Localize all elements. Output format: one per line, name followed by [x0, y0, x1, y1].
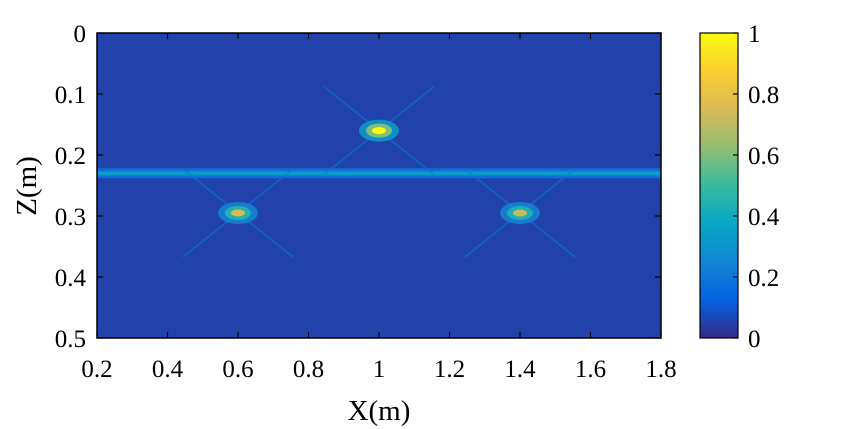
hotspot: [323, 85, 435, 176]
colorbar-gradient: [700, 33, 738, 338]
horizontal-band-core: [97, 171, 661, 176]
x-tick-label: 1: [373, 356, 386, 383]
x-tick-label: 1.6: [575, 356, 606, 383]
colorbar-frame: [699, 32, 739, 339]
heatmap-panel: [96, 32, 662, 339]
x-tick-label: 1.4: [504, 356, 536, 383]
colorbar-tick-label: 0.6: [748, 143, 779, 170]
hotspot: [182, 168, 294, 258]
hotspot: [464, 168, 576, 258]
colorbar-ticks: 0 0.2 0.4 0.6 0.8 1: [733, 21, 780, 353]
x-tick-label: 0.6: [222, 356, 253, 383]
x-tick-label: 1.2: [434, 356, 465, 383]
y-axis-ticks: 0 0.1 0.2 0.3 0.4 0.5: [55, 21, 661, 353]
colorbar: 0 0.2 0.4 0.6 0.8 1: [699, 21, 780, 353]
y-tick-label: 0.1: [55, 82, 86, 109]
colorbar-tick-label: 0.4: [748, 204, 780, 231]
y-tick-label: 0.4: [55, 265, 87, 292]
colorbar-tick-label: 0: [748, 326, 761, 353]
x-axis-ticks: 0.2 0.4 0.6 0.8 1 1.2 1.4 1.6 1.8: [81, 33, 677, 383]
x-tick-label: 0.8: [293, 356, 324, 383]
y-tick-label: 0.3: [55, 204, 86, 231]
y-tick-label: 0.2: [55, 143, 86, 170]
colorbar-tick-label: 0.2: [748, 265, 779, 292]
colorbar-tick-label: 0.8: [748, 82, 779, 109]
colorbar-tick-label: 1: [748, 21, 761, 48]
heatmap-background: [97, 33, 661, 338]
y-tick-label: 0: [74, 21, 87, 48]
x-tick-label: 0.4: [152, 356, 184, 383]
x-axis-label: X(m): [348, 395, 411, 427]
y-axis-label: Z(m): [11, 156, 43, 216]
x-tick-label: 1.8: [645, 356, 676, 383]
x-tick-label: 0.2: [81, 356, 112, 383]
y-tick-label: 0.5: [55, 326, 86, 353]
heatmap-features: [97, 85, 661, 258]
